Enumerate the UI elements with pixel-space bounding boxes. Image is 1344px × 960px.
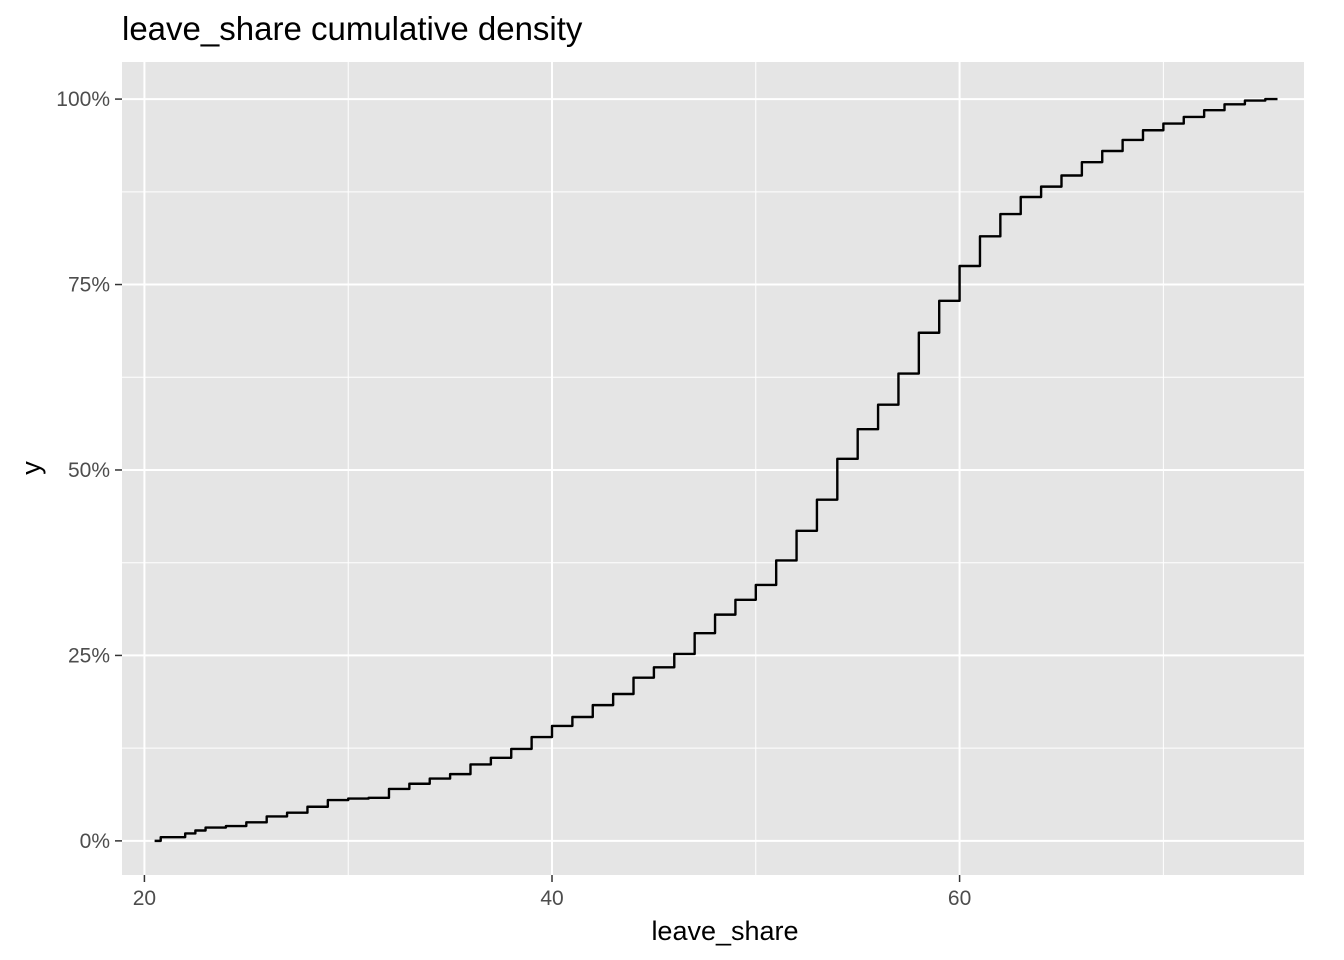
x-tick-label-1: 40 [540, 887, 563, 910]
x-axis: 20 40 60 [133, 875, 971, 910]
major-gridlines [122, 62, 1304, 875]
y-tick-label-2: 50% [68, 459, 110, 482]
plot-panel [122, 62, 1304, 875]
y-tick-label-1: 25% [68, 644, 110, 667]
y-axis: 0% 25% 50% 75% 100% [56, 88, 122, 853]
chart-title: leave_share cumulative density [122, 10, 583, 47]
x-tick-label-2: 60 [948, 887, 971, 910]
minor-gridlines [122, 62, 1304, 875]
y-tick-label-4: 100% [56, 88, 110, 111]
cumulative-line [154, 97, 1278, 843]
y-tick-label-0: 0% [80, 830, 110, 853]
x-tick-label-0: 20 [133, 887, 156, 910]
y-tick-label-3: 75% [68, 274, 110, 297]
ecdf-series-line-0 [154, 97, 1278, 843]
x-axis-title: leave_share [651, 916, 798, 946]
y-axis-title: y [16, 461, 46, 475]
